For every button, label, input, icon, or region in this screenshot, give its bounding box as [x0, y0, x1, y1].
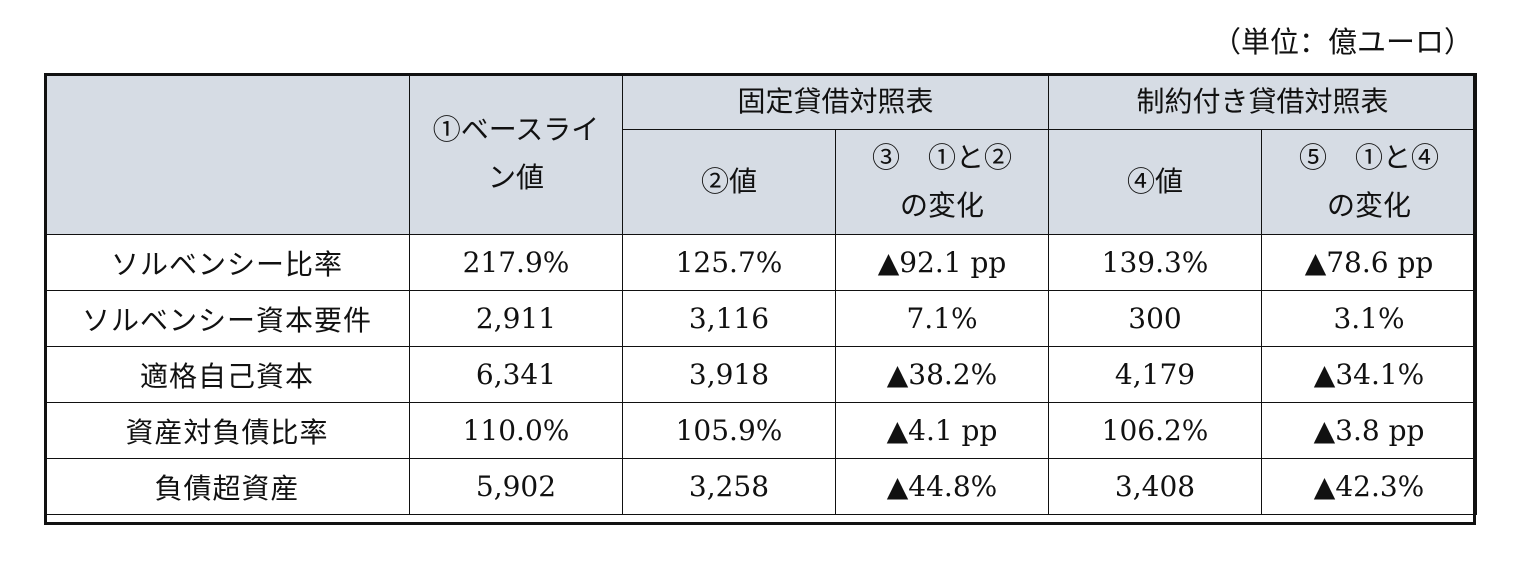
- cell-constrained-change: ▲78.6 pp: [1261, 234, 1478, 291]
- cell-baseline: 217.9%: [409, 234, 623, 291]
- table-row: ソルベンシー資本要件 2,911 3,116 7.1% 300 3.1%: [44, 290, 1478, 347]
- row-label: 適格自己資本: [44, 346, 410, 403]
- header-col4: ④値: [1048, 129, 1263, 235]
- header-col3-line2: の変化: [900, 189, 985, 222]
- cell-constrained-change: ▲3.8 pp: [1261, 402, 1478, 459]
- cell-fixed-value: 3,258: [622, 458, 836, 515]
- header-col5: ⑤ ①と④ の変化: [1261, 129, 1478, 235]
- row-label: 資産対負債比率: [44, 402, 410, 459]
- cell-constrained-value: 4,179: [1048, 346, 1263, 403]
- header-fixed-balance-sheet: 固定貸借対照表: [621, 73, 1050, 130]
- header-col3: ③ ①と② の変化: [834, 129, 1050, 235]
- header-col5-line2: の変化: [1327, 189, 1412, 222]
- cell-fixed-value: 125.7%: [622, 234, 836, 291]
- cell-constrained-change: ▲34.1%: [1261, 346, 1478, 403]
- row-label: 負債超資産: [44, 458, 410, 515]
- cell-fixed-value: 105.9%: [622, 402, 836, 459]
- cell-fixed-change: 7.1%: [834, 290, 1050, 347]
- header-baseline: ①ベースライ ン値: [409, 73, 623, 235]
- solvency-table: ①ベースライ ン値 固定貸借対照表 制約付き貸借対照表 ②値 ③ ①と② の変化…: [44, 73, 1478, 515]
- cell-constrained-value: 139.3%: [1048, 234, 1263, 291]
- cell-constrained-change: ▲42.3%: [1261, 458, 1478, 515]
- header-col5-line1: ⑤ ①と④: [1299, 141, 1440, 174]
- header-corner-cell: [44, 73, 410, 235]
- cell-baseline: 5,902: [409, 458, 623, 515]
- cell-baseline: 110.0%: [409, 402, 623, 459]
- cell-constrained-value: 3,408: [1048, 458, 1263, 515]
- cell-fixed-change: ▲92.1 pp: [834, 234, 1050, 291]
- row-label: ソルベンシー比率: [44, 234, 410, 291]
- cell-constrained-value: 300: [1048, 290, 1263, 347]
- table-row: ソルベンシー比率 217.9% 125.7% ▲92.1 pp 139.3% ▲…: [44, 234, 1478, 291]
- table-row: 適格自己資本 6,341 3,918 ▲38.2% 4,179 ▲34.1%: [44, 346, 1478, 403]
- header-col2: ②値: [622, 129, 836, 235]
- cell-baseline: 2,911: [409, 290, 623, 347]
- cell-fixed-value: 3,918: [622, 346, 836, 403]
- cell-constrained-change: 3.1%: [1261, 290, 1478, 347]
- cell-fixed-change: ▲44.8%: [834, 458, 1050, 515]
- unit-label: （単位：億ユーロ）: [1211, 25, 1473, 59]
- table-row: 資産対負債比率 110.0% 105.9% ▲4.1 pp 106.2% ▲3.…: [44, 402, 1478, 459]
- table-row: 負債超資産 5,902 3,258 ▲44.8% 3,408 ▲42.3%: [44, 458, 1478, 515]
- cell-fixed-change: ▲4.1 pp: [834, 402, 1050, 459]
- row-label: ソルベンシー資本要件: [44, 290, 410, 347]
- cell-fixed-value: 3,116: [622, 290, 836, 347]
- header-col3-line1: ③ ①と②: [872, 141, 1013, 174]
- header-constrained-balance-sheet: 制約付き貸借対照表: [1048, 73, 1478, 130]
- header-baseline-line2: ン値: [487, 161, 544, 194]
- cell-constrained-value: 106.2%: [1048, 402, 1263, 459]
- header-baseline-line1: ①ベースライ: [432, 113, 600, 146]
- cell-baseline: 6,341: [409, 346, 623, 403]
- cell-fixed-change: ▲38.2%: [834, 346, 1050, 403]
